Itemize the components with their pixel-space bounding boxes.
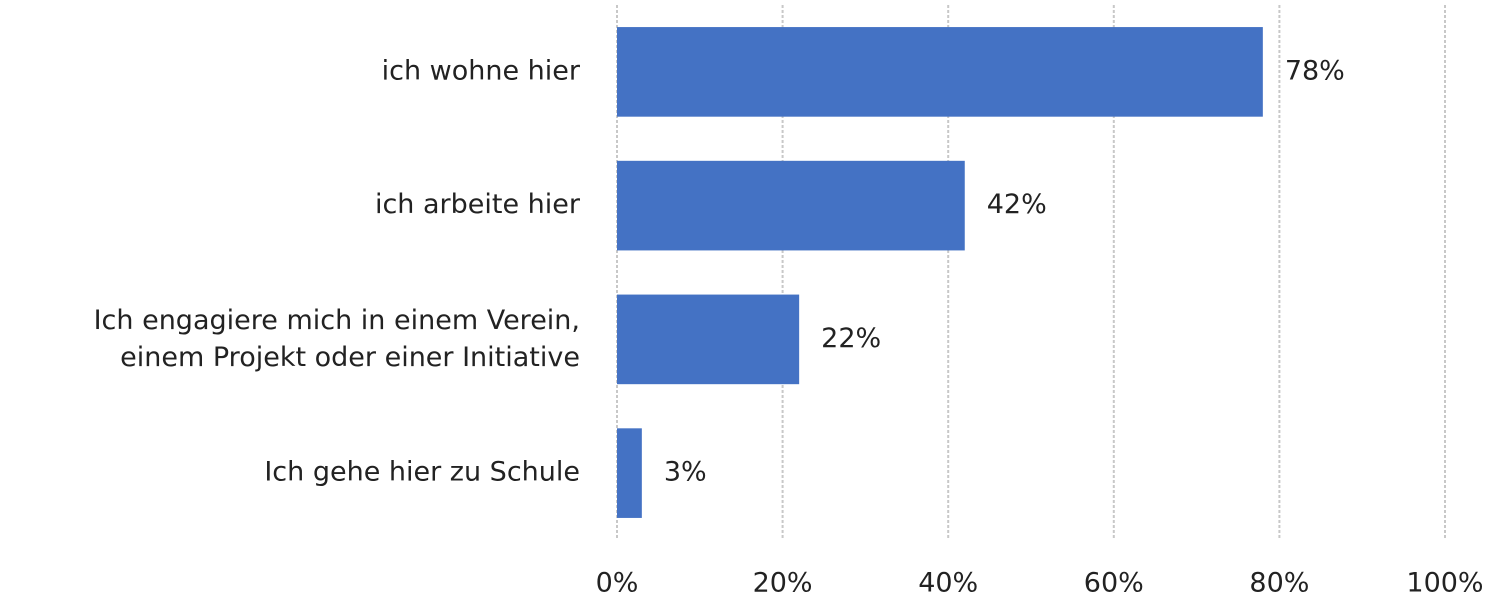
x-tick-label: 0% (596, 568, 639, 599)
bar (617, 160, 965, 251)
x-tick-label: 100% (1406, 568, 1483, 599)
x-tick-label: 80% (1249, 568, 1309, 599)
value-label: 3% (664, 457, 707, 488)
x-tick-label: 60% (1084, 568, 1144, 599)
bar (617, 294, 800, 385)
value-label: 22% (821, 323, 881, 354)
value-label: 42% (987, 189, 1047, 220)
bar (617, 27, 1263, 117)
y-tick-label: ich wohne hier (382, 55, 581, 86)
y-tick-label: Ich engagiere mich in einem Verein, einem… (94, 304, 580, 372)
bar (617, 428, 642, 518)
y-tick-label: Ich gehe hier zu Schule (264, 457, 580, 488)
x-tick-label: 20% (753, 568, 813, 599)
value-label: 78% (1285, 55, 1345, 86)
x-tick-label: 40% (918, 568, 978, 599)
y-tick-label: ich arbeite hier (375, 189, 581, 220)
